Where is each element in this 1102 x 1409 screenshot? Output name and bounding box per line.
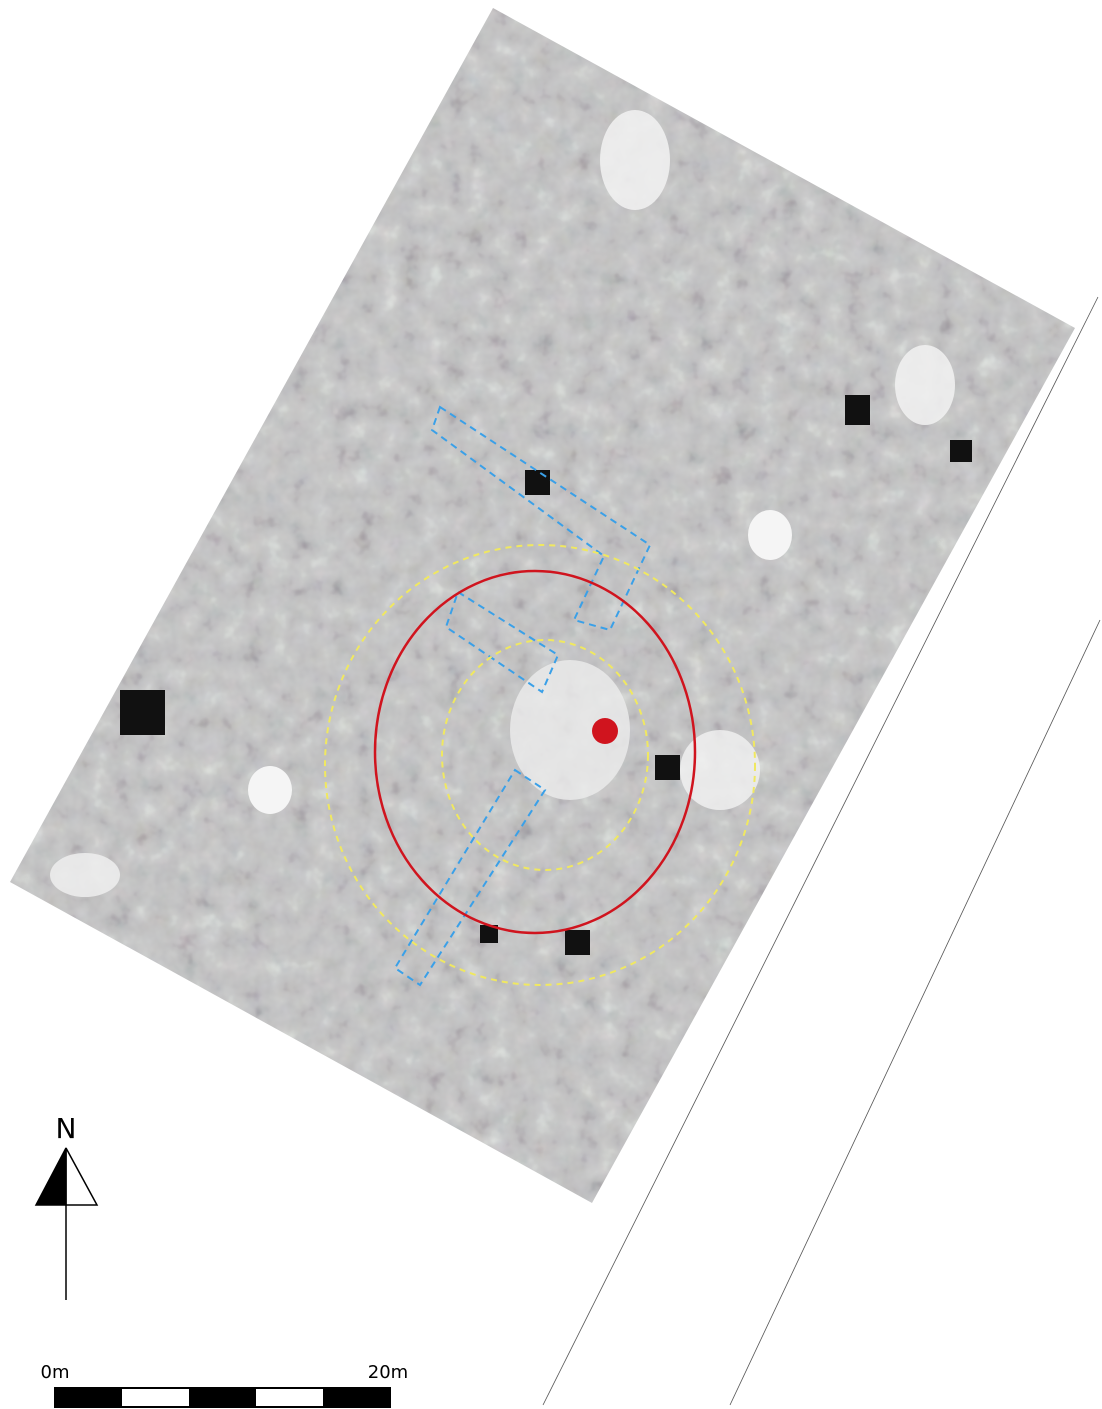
scale-segment — [323, 1388, 390, 1407]
feature-point — [592, 718, 618, 744]
arrow-head-right — [66, 1148, 97, 1205]
north-label: N — [56, 1112, 77, 1145]
arrow-head-left — [36, 1148, 66, 1205]
scale-start-label: 0m — [41, 1362, 70, 1383]
scale-segment — [189, 1388, 256, 1407]
raster-noise — [0, 0, 1102, 1220]
map: N 0m 20m — [0, 0, 1102, 1409]
survey-raster — [0, 0, 1102, 1220]
scale-segment — [55, 1388, 122, 1407]
north-arrow: N — [36, 1112, 97, 1300]
scale-end-label: 20m — [368, 1362, 408, 1383]
scale-bar: 0m 20m — [41, 1362, 409, 1407]
